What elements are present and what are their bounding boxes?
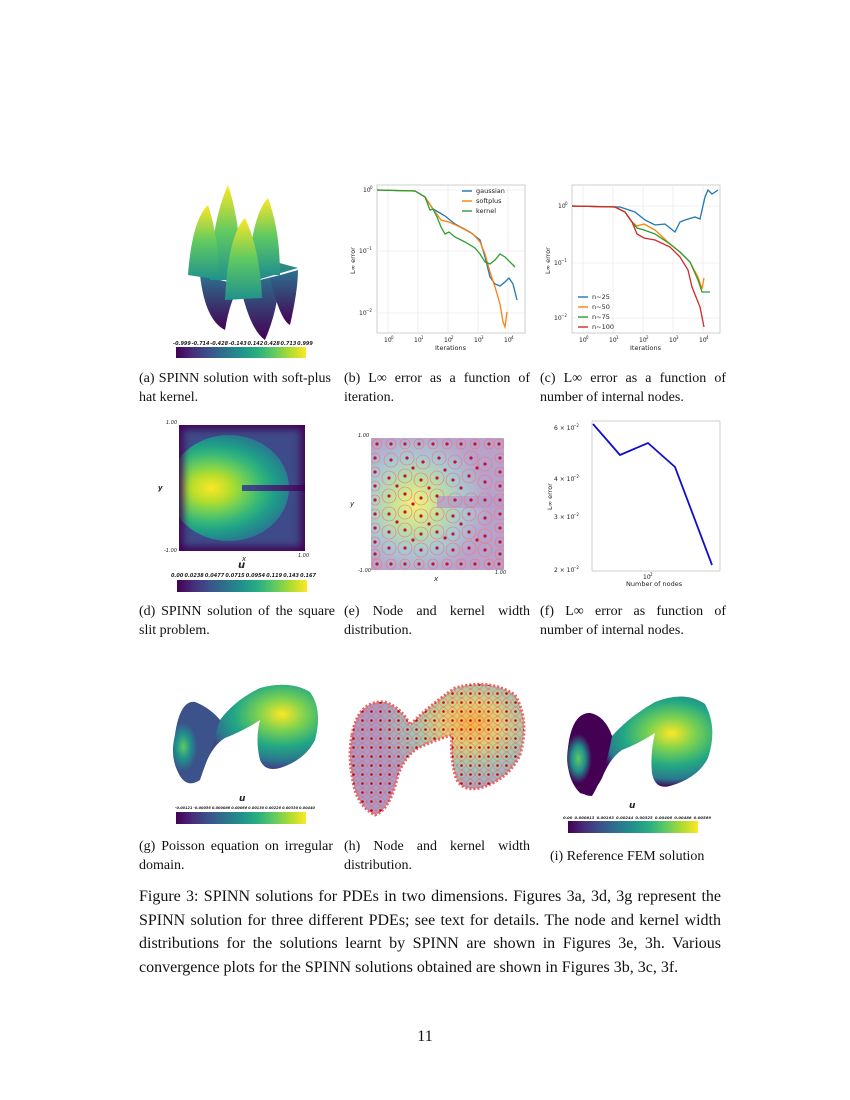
subfig-d-heatmap: 1.00 y -1.00 1.00 x u: [150, 418, 330, 596]
subfig-d-caption: (d) SPINN solution of the square slit pr…: [139, 604, 335, 638]
subfig-d-colorbar-ticks: 0.00 0.0238 0.0477 0.0715 0.0954 0.119 0…: [171, 573, 316, 579]
slit-solution-field: [179, 425, 305, 551]
svg-text:gaussian: gaussian: [476, 187, 505, 195]
svg-text:−2: −2: [561, 313, 567, 318]
svg-text:2: 2: [650, 572, 653, 577]
svg-text:−1: −1: [561, 258, 567, 263]
subfig-g-caption: (g) Poisson equation on irregular domain…: [139, 839, 333, 873]
fem-reference-solution: [567, 696, 713, 796]
subfig-a-colorbar: [176, 347, 306, 358]
svg-text:−2: −2: [573, 423, 579, 428]
svg-text:L∞ error: L∞ error: [349, 247, 357, 274]
svg-text:10: 10: [699, 337, 707, 344]
svg-text:−2: −2: [366, 308, 372, 313]
subfig-h-caption: (h) Node and kernel width distribution.: [344, 839, 530, 873]
svg-text:10: 10: [444, 337, 452, 344]
svg-text:4 × 10: 4 × 10: [554, 476, 574, 483]
svg-text:10: 10: [554, 315, 562, 322]
irregular-domain-solution: [172, 684, 319, 784]
svg-text:3: 3: [676, 335, 679, 340]
svg-text:3: 3: [481, 335, 484, 340]
svg-text:0: 0: [586, 335, 589, 340]
svg-text:softplus: softplus: [476, 197, 502, 205]
svg-text:10: 10: [359, 248, 367, 255]
svg-text:2: 2: [646, 335, 649, 340]
svg-text:kernel: kernel: [476, 207, 496, 215]
subfig-g-colorbar: [176, 812, 306, 824]
subfig-d-colorbar: [177, 580, 307, 592]
subfig-b-legend: gaussian softplus kernel: [462, 187, 505, 215]
subfig-i-caption: (i) Reference FEM solution: [550, 849, 705, 864]
svg-text:4: 4: [706, 335, 709, 340]
svg-text:10: 10: [554, 260, 562, 267]
subfig-e-node-distribution: 1.00 y -1.00 1.00 x: [350, 433, 507, 583]
svg-text:10: 10: [359, 310, 367, 317]
subfig-a-surface-plot: [170, 180, 320, 345]
irregular-kernel-node-scatter: [348, 682, 526, 817]
svg-text:1: 1: [616, 335, 619, 340]
subfig-h-node-distribution: [340, 680, 532, 830]
svg-text:Iterations: Iterations: [435, 344, 467, 352]
svg-text:10: 10: [639, 337, 647, 344]
svg-text:4: 4: [511, 335, 514, 340]
svg-text:0: 0: [391, 335, 394, 340]
subfig-i-heatmap: [560, 688, 720, 808]
svg-text:10: 10: [669, 337, 677, 344]
subfig-g-heatmap: u: [165, 680, 325, 810]
subfig-a-colorbar-ticks: -0.999 -0.714 -0.428 -0.143 0.142 0.428 …: [173, 341, 313, 347]
subfig-e-caption: (e) Node and kernel width distribution.: [344, 604, 530, 638]
svg-text:n~75: n~75: [592, 313, 610, 321]
subfig-c-legend: n~25 n~50 n~75 n~100: [578, 293, 614, 331]
subfig-b-caption: (b) L∞ error as a function of iteration.: [344, 371, 530, 405]
svg-text:10: 10: [384, 337, 392, 344]
svg-text:10: 10: [474, 337, 482, 344]
svg-text:10: 10: [504, 337, 512, 344]
kernel-node-scatter: [371, 438, 504, 570]
svg-text:0: 0: [370, 185, 373, 190]
svg-text:−2: −2: [573, 512, 579, 517]
page-number: 11: [417, 1028, 433, 1045]
svg-text:10: 10: [558, 203, 566, 210]
svg-text:−2: −2: [573, 474, 579, 479]
subfig-g-colorbar-ticks: -0.00121 -0.00056 0.000086 0.00066 0.001…: [175, 806, 315, 810]
svg-text:1: 1: [421, 335, 424, 340]
svg-text:2: 2: [451, 335, 454, 340]
svg-text:L∞ error: L∞ error: [546, 483, 554, 510]
subfig-a-caption: (a) SPINN solution with soft-plus hat ke…: [139, 371, 331, 405]
svg-text:Iterations: Iterations: [630, 344, 662, 352]
svg-text:6 × 10: 6 × 10: [554, 425, 574, 432]
svg-text:10: 10: [609, 337, 617, 344]
svg-text:L∞ error: L∞ error: [544, 247, 552, 274]
surface-3d-image: [188, 185, 298, 340]
svg-text:10: 10: [414, 337, 422, 344]
subfig-i-colorbar-ticks: 0.00 0.000813 0.00163 0.00244 0.00325 0.…: [563, 815, 711, 820]
svg-text:n~25: n~25: [592, 293, 610, 301]
svg-text:n~50: n~50: [592, 303, 610, 311]
subfig-f-chart: 6 × 10 −2 4 × 10 −2 3 × 10 −2 2 × 10 −2 10 2 …: [540, 418, 725, 590]
svg-text:−2: −2: [573, 565, 579, 570]
subfig-i-colorbar: [568, 821, 698, 833]
svg-text:0: 0: [565, 201, 568, 206]
svg-text:2 × 10: 2 × 10: [554, 567, 574, 574]
svg-text:3 × 10: 3 × 10: [554, 514, 574, 521]
figure-caption: Figure 3: SPINN solutions for PDEs in tw…: [139, 888, 721, 976]
svg-text:10: 10: [579, 337, 587, 344]
svg-text:Number of nodes: Number of nodes: [626, 580, 683, 588]
svg-text:10: 10: [363, 187, 371, 194]
svg-text:10: 10: [643, 574, 651, 581]
subfig-c-chart: 10 0 10 −1 10 −2 10 0 10 1 10 2 10 3 10 4 Iterat…: [540, 182, 725, 357]
svg-text:n~100: n~100: [592, 323, 614, 331]
subfig-c-caption: (c) L∞ error as a function of number of …: [540, 371, 726, 405]
svg-text:−1: −1: [366, 246, 372, 251]
subfig-b-chart: 10 0 10 −1 10 −2 10 0 10 1 10 2 10 3 10 4 Iterat…: [345, 182, 530, 357]
subfig-f-caption: (f) L∞ error as function of number of in…: [540, 604, 726, 638]
